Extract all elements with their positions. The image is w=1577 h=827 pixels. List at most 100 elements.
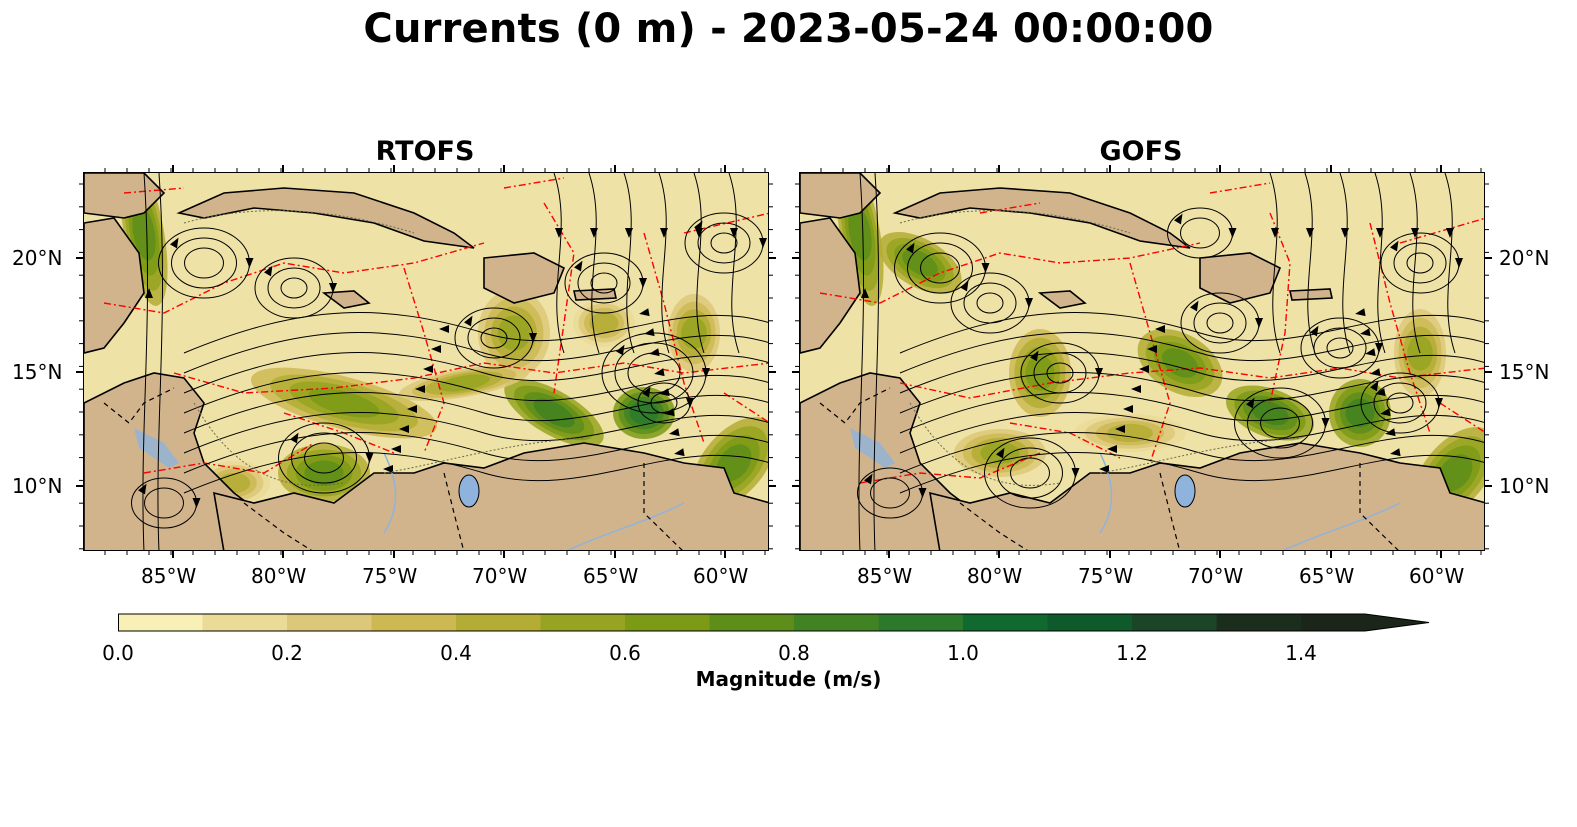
streamline-arrow [1435, 398, 1443, 408]
streamline [899, 332, 1484, 374]
colorbar-segment [287, 614, 373, 631]
eddy-streamline [144, 487, 184, 519]
streamline-arrow [1174, 213, 1183, 225]
streamline [183, 372, 768, 414]
eez-boundary [643, 232, 705, 444]
lake-maracaibo [458, 474, 480, 508]
colorbar-segment [878, 614, 964, 631]
eddy-streamline [907, 242, 973, 294]
streamline-arrow [906, 242, 915, 254]
streamline-arrow [1071, 468, 1080, 478]
river-line [383, 452, 397, 534]
streamline [728, 173, 740, 354]
streamline-arrow [1228, 228, 1237, 238]
streamline-arrow [1030, 350, 1039, 362]
current-magnitude-patch [437, 374, 491, 392]
streamline-arrow [1380, 408, 1391, 417]
streamline [183, 352, 768, 394]
eez-boundary [1439, 402, 1484, 433]
eez-boundary [123, 187, 185, 194]
streamline-arrow [1123, 405, 1133, 413]
streamline-arrow [391, 445, 401, 453]
river-line [1282, 502, 1401, 550]
colorbar [118, 613, 1430, 632]
streamline-arrow [529, 333, 537, 343]
streamline-arrow [290, 432, 299, 444]
streamline-arrow [1370, 368, 1381, 377]
eez-boundary [103, 242, 485, 314]
streamline-arrow [245, 258, 254, 268]
streamline-arrow [138, 483, 147, 495]
streamline-arrow [145, 288, 153, 298]
streamline-arrow [960, 280, 969, 292]
eddy-streamline [184, 247, 224, 279]
eddy-streamline [1180, 217, 1220, 249]
streamline [899, 372, 1484, 414]
colorbar-segment [625, 614, 711, 631]
colorbar-tick-label: 0.8 [778, 641, 810, 665]
eddy-streamline [1206, 312, 1234, 334]
current-magnitude-patch [629, 401, 659, 425]
map-canvas [800, 173, 1484, 550]
streamline-arrow [674, 448, 685, 457]
eez-boundary [1209, 182, 1271, 194]
streamline-arrow [1411, 228, 1419, 238]
lon-tick-label: 75°W [362, 564, 418, 588]
streamline-arrow [1115, 425, 1125, 433]
streamline-arrow [639, 278, 647, 288]
streamline-arrow [654, 368, 665, 377]
streamline [142, 173, 149, 550]
colorbar-segment [456, 614, 542, 631]
lon-tick-label: 80°W [251, 564, 307, 588]
streamline-arrow [1355, 308, 1366, 317]
streamline [588, 173, 600, 354]
streamline-arrow [695, 228, 703, 238]
streamline-arrow [1025, 298, 1033, 308]
streamline-arrow [996, 447, 1005, 459]
lon-tick-label: 85°W [857, 564, 913, 588]
streamline-arrow [1271, 228, 1279, 238]
eddy-streamline [1313, 327, 1367, 369]
lon-tick-label: 85°W [141, 564, 197, 588]
current-magnitude-patch [308, 388, 380, 418]
streamline [858, 173, 865, 550]
streamline-arrow [1107, 445, 1117, 453]
streamline-arrow [264, 265, 273, 277]
streamline-arrow [1375, 388, 1386, 397]
streamline-arrow [702, 368, 710, 378]
streamline [553, 173, 565, 354]
lake-nicaragua [134, 428, 179, 468]
land-polygon [892, 187, 1191, 249]
streamline-arrow [1341, 228, 1349, 238]
eddy-streamline [710, 232, 738, 254]
streamline-arrow [659, 388, 670, 397]
lon-tick-label: 75°W [1078, 564, 1134, 588]
current-magnitude-patch [533, 398, 575, 428]
colorbar-segment [1132, 614, 1218, 631]
streamline-arrow [439, 325, 449, 333]
eddy-streamline [976, 292, 1004, 314]
streamline-arrow [861, 288, 869, 298]
eddy-streamline [1326, 337, 1354, 359]
streamline-arrow [170, 237, 179, 249]
river-line [566, 502, 685, 550]
streamline [1304, 173, 1316, 354]
streamline [658, 173, 670, 354]
streamline [693, 173, 705, 354]
streamline [183, 432, 768, 474]
land-polygon [1289, 288, 1333, 301]
eez-boundary [503, 177, 565, 189]
streamline-arrow [383, 465, 393, 473]
eddy-streamline [870, 477, 910, 509]
lon-tick-label: 60°W [1409, 564, 1465, 588]
streamline-arrow [642, 386, 651, 398]
streamline-arrow [590, 228, 598, 238]
lat-tick-label: 10°N [1499, 474, 1550, 498]
colorbar-label: Magnitude (m/s) [695, 667, 882, 691]
streamline-arrow [464, 315, 473, 327]
lake-maracaibo [1174, 474, 1196, 508]
streamline-arrow [1376, 228, 1384, 238]
streamline-arrow [431, 345, 441, 353]
streamline-arrow [644, 328, 655, 337]
streamline [183, 412, 768, 454]
